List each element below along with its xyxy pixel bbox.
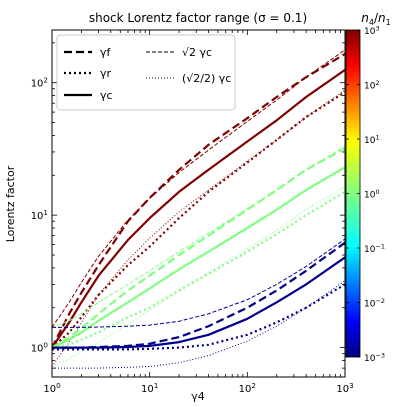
colorbar-tick-label: 100 [364,188,380,201]
legend-label: γf [100,46,112,59]
legend-label: √2 γc [182,46,212,59]
y-tick-label: 101 [31,208,48,222]
x-tick-label: 100 [43,381,61,395]
colorbar-tick-label: 10−1 [364,242,385,255]
y-tick-label: 100 [31,341,49,355]
colorbar-tick-label: 102 [364,79,380,92]
colorbar-ticks: 10−3 10−2 10−1 100 101 102 103 [346,24,385,364]
legend-label: γr [100,67,112,80]
legend-label: γc [100,89,113,102]
series-line-13 [52,238,345,328]
series-line-9 [52,185,345,367]
colorbar-label: n4/n1 [361,11,390,27]
colorbar-tick-label: 10−3 [364,351,385,364]
legend-label: (√2/2) γc [182,72,231,85]
series-line-3 [52,49,345,328]
colorbar-tick-label: 10−2 [364,297,385,310]
series-line-11 [52,256,345,349]
series-line-4 [52,89,345,367]
plot-frame [51,29,346,378]
series-line-2 [52,91,345,349]
legend-box [56,34,236,111]
series-line-5 [52,147,345,349]
x-tick-label: 102 [239,381,256,395]
series-line-6 [52,166,345,349]
chart-title: shock Lorentz factor range (σ = 0.1) [89,11,307,25]
x-tick-label: 101 [141,381,158,395]
colorbar-tick-label: 103 [364,24,380,37]
y-axis-label: Lorentz factor [4,165,17,242]
colorbar-tick-label: 101 [364,133,380,146]
series-line-1 [52,68,345,349]
ticks-layer: 100 101 102 103 100 101 102 [31,30,354,395]
series-layer [52,49,345,369]
series-line-0 [52,52,345,349]
series-line-8 [52,146,345,328]
x-tick-label: 103 [336,381,353,395]
legend: γf γr γc √2 γc (√2/2) γc [56,34,236,111]
x-axis-label: γ4 [191,390,205,403]
series-line-14 [52,280,345,369]
y-tick-label: 102 [31,76,48,90]
